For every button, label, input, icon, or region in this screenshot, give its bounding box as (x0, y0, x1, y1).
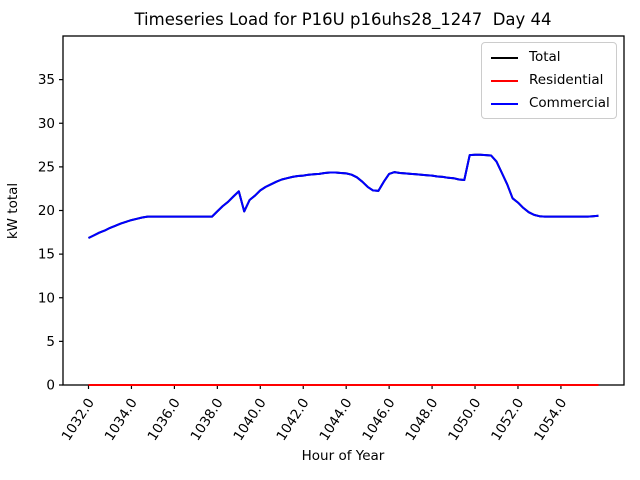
x-tick-label: 1036.0 (145, 395, 184, 443)
legend: Total Residential Commercial (481, 42, 617, 119)
series-line-commercial (88, 153, 599, 239)
legend-item-commercial: Commercial (491, 92, 610, 115)
y-tick-label: 10 (38, 290, 55, 306)
y-tick-label: 35 (38, 72, 55, 88)
chart-title: Timeseries Load for P16U p16uhs28_1247 D… (133, 10, 551, 30)
x-tick-label: 1044.0 (316, 395, 355, 443)
y-tick-label: 25 (38, 159, 55, 175)
legend-label-commercial: Commercial (529, 94, 610, 111)
y-tick-label: 20 (38, 203, 55, 219)
y-tick-label: 15 (38, 247, 55, 263)
residential-line-sample (491, 79, 518, 82)
x-tick-label: 1046.0 (359, 395, 398, 443)
x-tick-label: 1048.0 (402, 395, 441, 443)
x-tick-label: 1034.0 (102, 395, 141, 443)
legend-item-total: Total (491, 46, 608, 69)
x-tick-label: 1052.0 (488, 395, 527, 443)
y-axis-label: kW total (5, 183, 21, 239)
x-tick-label: 1032.0 (59, 395, 98, 443)
y-tick-label: 5 (46, 334, 55, 350)
legend-label-total: Total (529, 48, 561, 65)
x-tick-label: 1054.0 (531, 395, 570, 443)
x-tick-label: 1042.0 (273, 395, 312, 443)
x-tick-label: 1038.0 (188, 395, 227, 443)
x-axis-label: Hour of Year (302, 448, 385, 464)
y-tick-label: 30 (38, 116, 55, 132)
y-tick-label: 0 (46, 378, 55, 394)
series-line-total (88, 153, 599, 239)
x-tick-label: 1050.0 (445, 395, 484, 443)
legend-item-residential: Residential (491, 69, 608, 92)
total-line-sample (491, 56, 518, 59)
commercial-line-sample (491, 102, 518, 105)
legend-label-residential: Residential (529, 71, 604, 88)
x-tick-label: 1040.0 (230, 395, 269, 443)
plot-dynamic-content: 1032.0 1034.0 1036.0 1038.0 1040.0 1042.0 1044… (38, 72, 599, 444)
